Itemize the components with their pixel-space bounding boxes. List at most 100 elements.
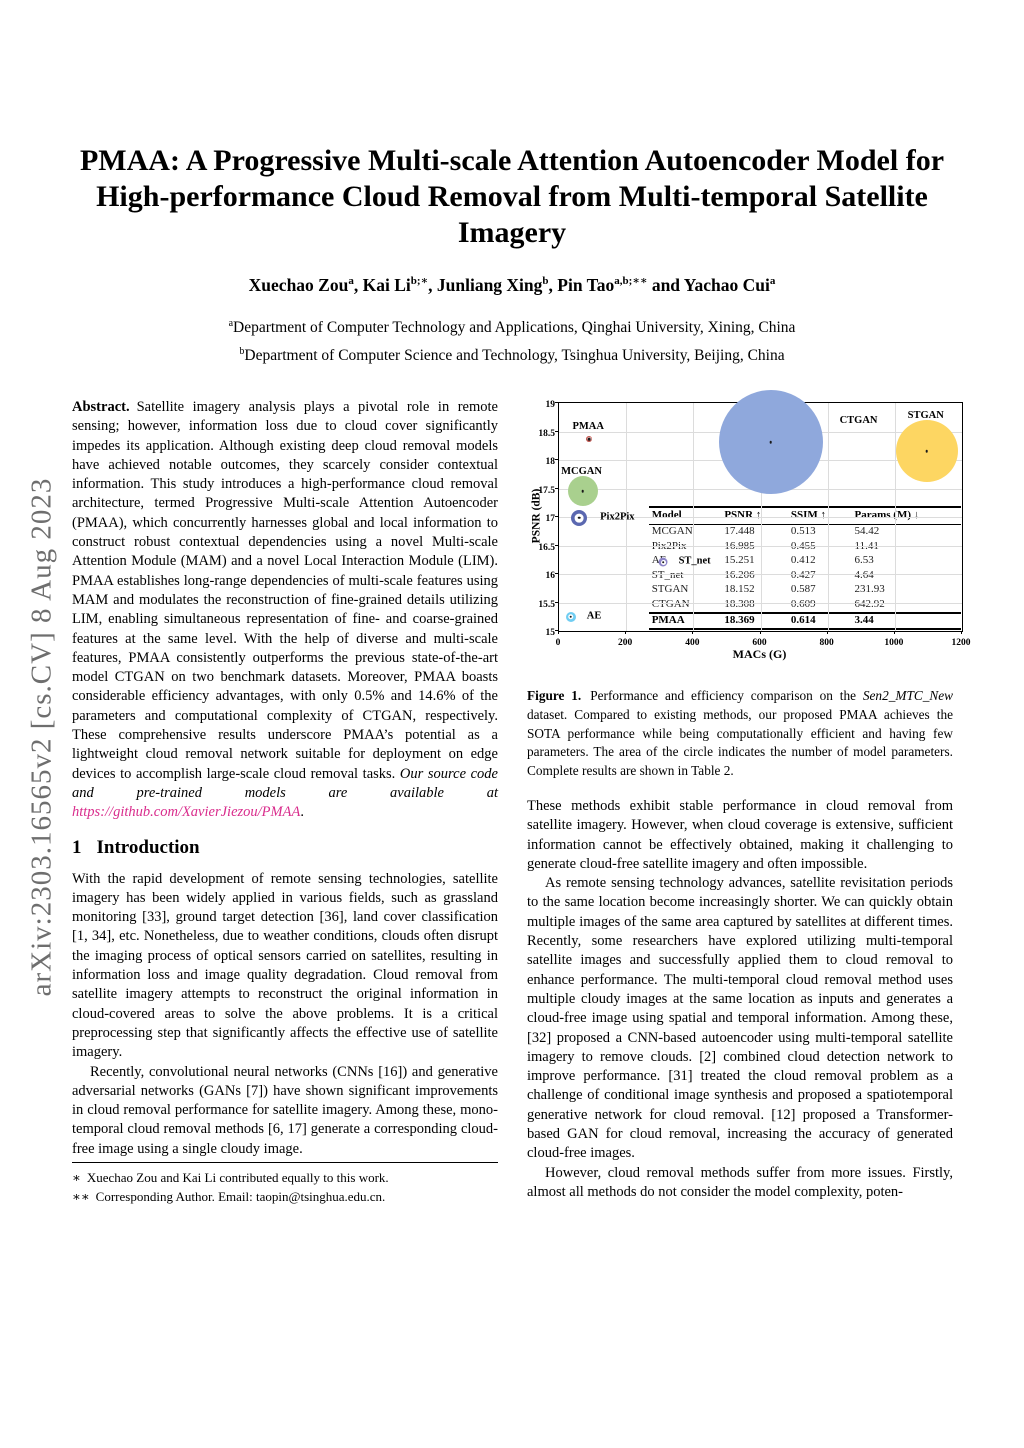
section-title: Introduction bbox=[96, 836, 200, 858]
right-paragraph-1: These methods exhibit stable performance… bbox=[527, 797, 953, 872]
chart-plot: Model PSNR ↑ SSIM ↑ Params (M) ↓ MCGAN 17.44… bbox=[558, 390, 963, 632]
x-tick-mark bbox=[759, 631, 761, 634]
chart-table-cell: 54.42 bbox=[854, 525, 880, 537]
chart-table-cell: 17.448 bbox=[724, 525, 755, 537]
author-affil-marker: a bbox=[769, 275, 776, 287]
affiliations: aDepartment of Computer Technology and A… bbox=[72, 312, 952, 368]
chart-point-label-stgan: STGAN bbox=[907, 410, 944, 422]
author-name: Kai Li bbox=[362, 274, 411, 295]
bubble-center-dot bbox=[581, 490, 584, 493]
chart-results-table: Model PSNR ↑ SSIM ↑ Params (M) ↓ MCGAN 17.44… bbox=[648, 506, 961, 630]
y-tick-label: 15.5 bbox=[538, 599, 555, 610]
chart-table-cell: 16.206 bbox=[724, 568, 755, 581]
chart-table-row: STGAN 18.152 0.587 231.93 bbox=[649, 583, 961, 598]
y-tick-label: 19 bbox=[545, 400, 556, 410]
y-tick-mark bbox=[555, 402, 558, 403]
chart-bubble-st_net bbox=[658, 557, 668, 567]
y-tick-label: 17.5 bbox=[538, 485, 555, 496]
y-tick-label: 18.5 bbox=[538, 428, 555, 439]
author-affil-marker: b bbox=[542, 275, 549, 287]
y-tick-mark bbox=[555, 430, 558, 432]
chart-table-cell: PMAA bbox=[651, 614, 685, 626]
y-tick-label: 17 bbox=[545, 514, 556, 524]
bubble-center-dot bbox=[577, 516, 581, 520]
chart-table-header-cell: Model bbox=[651, 509, 682, 521]
chart-table-cell: 18.152 bbox=[724, 583, 755, 595]
chart-table-header-cell: Params (M) ↓ bbox=[854, 509, 920, 521]
x-tick-mark bbox=[692, 631, 694, 634]
chart-table-cell: 0.513 bbox=[790, 525, 816, 537]
footnote-list: ∗ Xuechao Zou and Kai Li contributed equa… bbox=[72, 1168, 498, 1206]
chart-table-cell: 3.44 bbox=[854, 614, 874, 626]
x-tick-label: 800 bbox=[819, 638, 834, 648]
gridline-horizontal bbox=[559, 574, 962, 575]
y-tick-mark bbox=[555, 601, 558, 603]
chart-point-label-ctgan: CTGAN bbox=[839, 415, 878, 427]
y-tick-label: 15 bbox=[545, 628, 556, 638]
y-tick-mark bbox=[555, 630, 558, 631]
chart-table-row-pmaa: PMAA 18.369 0.614 3.44 bbox=[648, 612, 961, 629]
footnote-rule bbox=[72, 1162, 498, 1163]
x-tick-label: 400 bbox=[685, 638, 700, 648]
page-title: PMAA: A Progressive Multi-scale Attentio… bbox=[79, 144, 945, 249]
bubble-center-dot bbox=[569, 615, 573, 618]
x-tick-label: 1000 bbox=[884, 638, 904, 648]
chart-table-cell: 0.609 bbox=[790, 597, 816, 610]
affiliation-marker: a bbox=[228, 318, 234, 329]
figure-caption-text-2: dataset. Compared to existing methods, o… bbox=[527, 706, 953, 779]
y-tick-mark bbox=[555, 459, 558, 460]
chart-bubble-pmaa bbox=[586, 435, 593, 442]
footnote-marker: ∗∗ bbox=[72, 1189, 90, 1204]
author-name: Pin Tao bbox=[557, 274, 615, 295]
x-tick-label: 600 bbox=[752, 638, 767, 648]
right-paragraph-3: However, cloud removal methods suffer fr… bbox=[527, 1164, 953, 1200]
chart-table-cell: 4.64 bbox=[854, 568, 874, 581]
chart-table-cell: 0.427 bbox=[790, 568, 816, 581]
chart-table-cell: 18.308 bbox=[724, 597, 755, 610]
intro-paragraph-2: Recently, convolutional neural networks … bbox=[72, 1063, 498, 1157]
abstract: Abstract. Satellite imagery analysis play… bbox=[72, 398, 498, 823]
chart-point-label-ae: AE bbox=[586, 610, 602, 622]
x-tick-mark bbox=[893, 631, 895, 634]
chart-table-cell: STGAN bbox=[651, 583, 689, 595]
chart-table-header-cell: SSIM ↑ bbox=[790, 509, 826, 521]
abstract-label: Abstract. bbox=[72, 399, 130, 415]
author-name: Xuechao Zou bbox=[248, 274, 349, 295]
figure-caption-label: Figure 1. bbox=[527, 688, 582, 703]
footnote-text: Corresponding Author. Email: taopin@tsin… bbox=[95, 1189, 386, 1204]
chart-bubble-ae bbox=[565, 611, 576, 622]
chart-table-header-row: Model PSNR ↑ SSIM ↑ Params (M) ↓ bbox=[648, 507, 961, 524]
author-name: Junliang Xing bbox=[436, 274, 543, 295]
chart-table-cell: 0.614 bbox=[790, 614, 816, 626]
affiliation-line: aDepartment of Computer Technology and A… bbox=[72, 312, 952, 340]
author-affil-marker: b;∗ bbox=[410, 275, 429, 287]
y-tick-label: 18 bbox=[545, 457, 556, 467]
chart-table-cell: MCGAN bbox=[651, 525, 693, 537]
bubble-center-dot bbox=[661, 560, 665, 564]
affiliation-marker: b bbox=[239, 346, 245, 358]
y-tick-mark bbox=[555, 516, 558, 517]
y-tick-label: 16 bbox=[545, 571, 556, 581]
x-tick-label: 1200 bbox=[951, 638, 971, 648]
y-tick-mark bbox=[555, 487, 558, 489]
y-tick-mark bbox=[555, 573, 558, 574]
bubble-center-dot bbox=[925, 450, 929, 453]
section-heading-introduction: 1 Introduction bbox=[72, 836, 498, 860]
figure1-chart: PSNR (dB) Model PSNR ↑ SSIM ↑ Params (M) ↓ … bbox=[527, 390, 971, 661]
chart-table-row: CTGAN 18.308 0.609 642.92 bbox=[649, 597, 961, 613]
chart-bubble-ctgan bbox=[718, 390, 823, 495]
bubble-center-dot bbox=[769, 441, 772, 444]
chart-table-header-cell: PSNR ↑ bbox=[724, 509, 762, 521]
chart-table-body: MCGAN 17.448 0.513 54.42 Pix2Pix 16.985 0.455 1… bbox=[648, 524, 961, 629]
x-tick-mark bbox=[625, 631, 627, 634]
footnote: ∗ Xuechao Zou and Kai Li contributed equa… bbox=[72, 1168, 498, 1187]
chart-table-cell: 0.587 bbox=[790, 583, 816, 595]
gridline-horizontal bbox=[559, 545, 962, 547]
chart-table-cell: 15.251 bbox=[724, 554, 755, 566]
footnotes: ∗ Xuechao Zou and Kai Li contributed equa… bbox=[72, 1162, 498, 1206]
dataset-name: Sen2_MTC_New bbox=[862, 688, 953, 703]
chart-point-label-st_net: ST_net bbox=[678, 555, 711, 567]
author-name: Yachao Cui bbox=[683, 274, 770, 295]
chart-table-cell: 6.53 bbox=[854, 554, 874, 566]
source-code-link[interactable]: https://github.com/XavierJiezou/PMAA bbox=[72, 804, 301, 821]
